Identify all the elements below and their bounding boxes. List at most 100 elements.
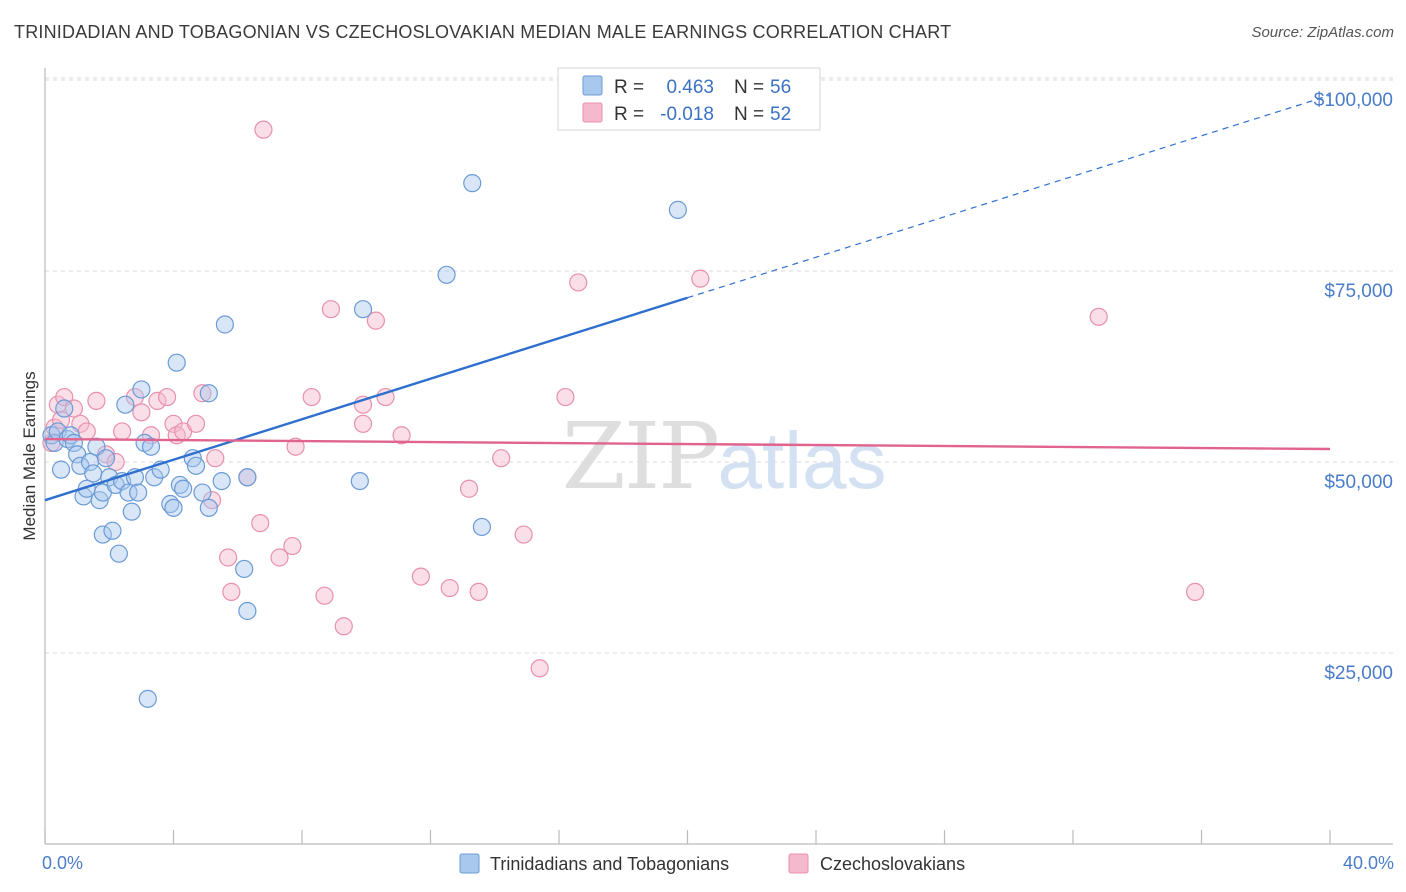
trinidadian-point-18 [96,449,116,468]
czechoslovakian-point-11 [112,422,132,441]
trinidadian-point-51 [350,472,369,491]
trinidadian-point-36 [164,498,183,517]
trinidadian-point-52 [437,265,456,284]
legend-swatch-pink [582,102,603,123]
trinidadian-point-29 [132,380,151,399]
trinidadian-point-42 [193,483,212,502]
trinidadian-point-48 [235,559,254,579]
trinidadian-point-22 [109,544,128,563]
czechoslovakian-point-5 [64,399,84,418]
czechoslovakian-point-37 [353,414,373,433]
czechoslovakian-point-52 [1185,582,1205,601]
series-legend-swatch-blue [459,853,480,874]
czechoslovakian-point-50 [691,269,710,288]
trinidadian-point-53 [463,174,482,193]
x-tick-label-max: 40.0% [1343,853,1394,873]
legend-r-label-2: R = [614,104,644,125]
trinidadian-point-17 [93,525,112,544]
czechoslovakian-point-51 [1089,307,1108,326]
chart-title: TRINIDADIAN AND TOBAGONIAN VS CZECHOSLOV… [14,22,952,42]
czechoslovakian-point-9 [96,445,116,464]
trinidadian-point-49 [238,601,257,621]
czechoslovakian-point-13 [132,403,151,422]
legend-r-value-1: 0.463 [666,77,714,98]
trinidadian-point-32 [141,437,161,456]
trinidadian-point-31 [138,689,157,708]
series-legend-label-blue: Trinidadians and Tobagonians [490,854,729,874]
trinidadian-point-45 [212,472,231,491]
trinidadian-point-43 [199,498,218,517]
trinidadian-point-4 [55,399,74,418]
x-tick-label-min: 0.0% [42,853,83,873]
czechoslovakian-point-40 [392,426,411,445]
czechoslovakian-point-43 [459,479,479,498]
czechoslovakian-point-21 [193,384,212,403]
y-tick-label-2: $75,000 [1324,281,1393,302]
czechoslovakian-point-41 [411,567,430,586]
axes [44,68,1393,845]
czechoslovakian-points [42,120,1205,678]
legend-n-value-1: 56 [770,77,791,98]
czechoslovakian-point-25 [222,582,241,601]
czechoslovakian-point-45 [492,449,511,468]
czechoslovakian-point-12 [125,387,145,407]
trinidadian-point-50 [353,300,373,319]
trinidadian-point-54 [472,517,491,537]
czechoslovakian-point-46 [514,525,533,544]
watermark-atlas: atlas [718,416,887,505]
trinidadian-point-24 [116,395,135,414]
trinidadian-point-37 [167,353,186,372]
trinidadian-trend-line [44,296,688,502]
trinidadian-point-46 [215,315,234,334]
czechoslovakian-point-10 [106,452,125,472]
czechoslovakian-point-17 [164,414,183,433]
trinidadian-point-55 [668,200,687,219]
chart-source: Source: ZipAtlas.com [1251,24,1394,41]
czechoslovakian-point-23 [206,449,225,468]
czechoslovakian-point-47 [530,659,549,678]
czechoslovakian-point-27 [251,514,270,533]
czechoslovakian-point-16 [157,387,177,407]
trinidadian-point-3 [51,460,71,479]
trend-lines [44,94,1331,502]
czechoslovakian-point-34 [321,300,341,319]
trinidadian-point-28 [129,483,148,502]
legend-swatch-blue [582,75,603,96]
czechoslovakian-point-32 [302,387,321,407]
czechoslovakian-point-15 [148,391,167,410]
trinidadian-trend-extension [687,94,1331,299]
series-legend: Trinidadians and Tobagonians Czechoslova… [459,853,965,874]
series-legend-label-pink: Czechoslovakians [820,854,965,874]
trinidadian-point-39 [174,479,193,498]
trinidadian-point-41 [186,456,206,475]
czechoslovakian-point-35 [334,617,353,636]
trinidadian-point-20 [103,521,122,540]
trinidadian-point-47 [238,468,257,487]
trinidadian-point-44 [199,384,218,403]
czechoslovakian-point-24 [219,548,238,567]
czechoslovakian-point-42 [440,578,459,598]
y-axis-title: Median Male Earnings [20,371,39,540]
czechoslovakian-point-38 [366,311,385,330]
y-tick-label-3: $100,000 [1314,90,1393,111]
series-legend-swatch-pink [788,853,809,874]
czechoslovakian-point-30 [283,536,302,556]
legend-n-value-2: 52 [770,104,791,125]
legend-n-label-1: N = [734,77,764,98]
czechoslovakian-point-49 [569,273,588,292]
y-tick-label-1: $50,000 [1324,472,1393,493]
czechoslovakian-point-33 [315,586,334,605]
czechoslovakian-point-8 [87,391,106,410]
czechoslovakian-point-44 [469,582,488,601]
trinidadian-point-26 [122,502,141,521]
stats-legend: R = 0.463 N = 56 R = -0.018 N = 52 [557,67,821,131]
czechoslovakian-point-28 [254,120,273,139]
czechoslovakian-point-31 [286,437,305,456]
czechoslovakian-trend-line [44,437,1331,451]
trinidadian-point-33 [145,468,164,487]
watermark-zip: ZIP [562,403,718,510]
legend-r-label-1: R = [614,77,644,98]
trinidadian-point-13 [84,464,103,483]
czechoslovakian-point-20 [186,414,206,433]
